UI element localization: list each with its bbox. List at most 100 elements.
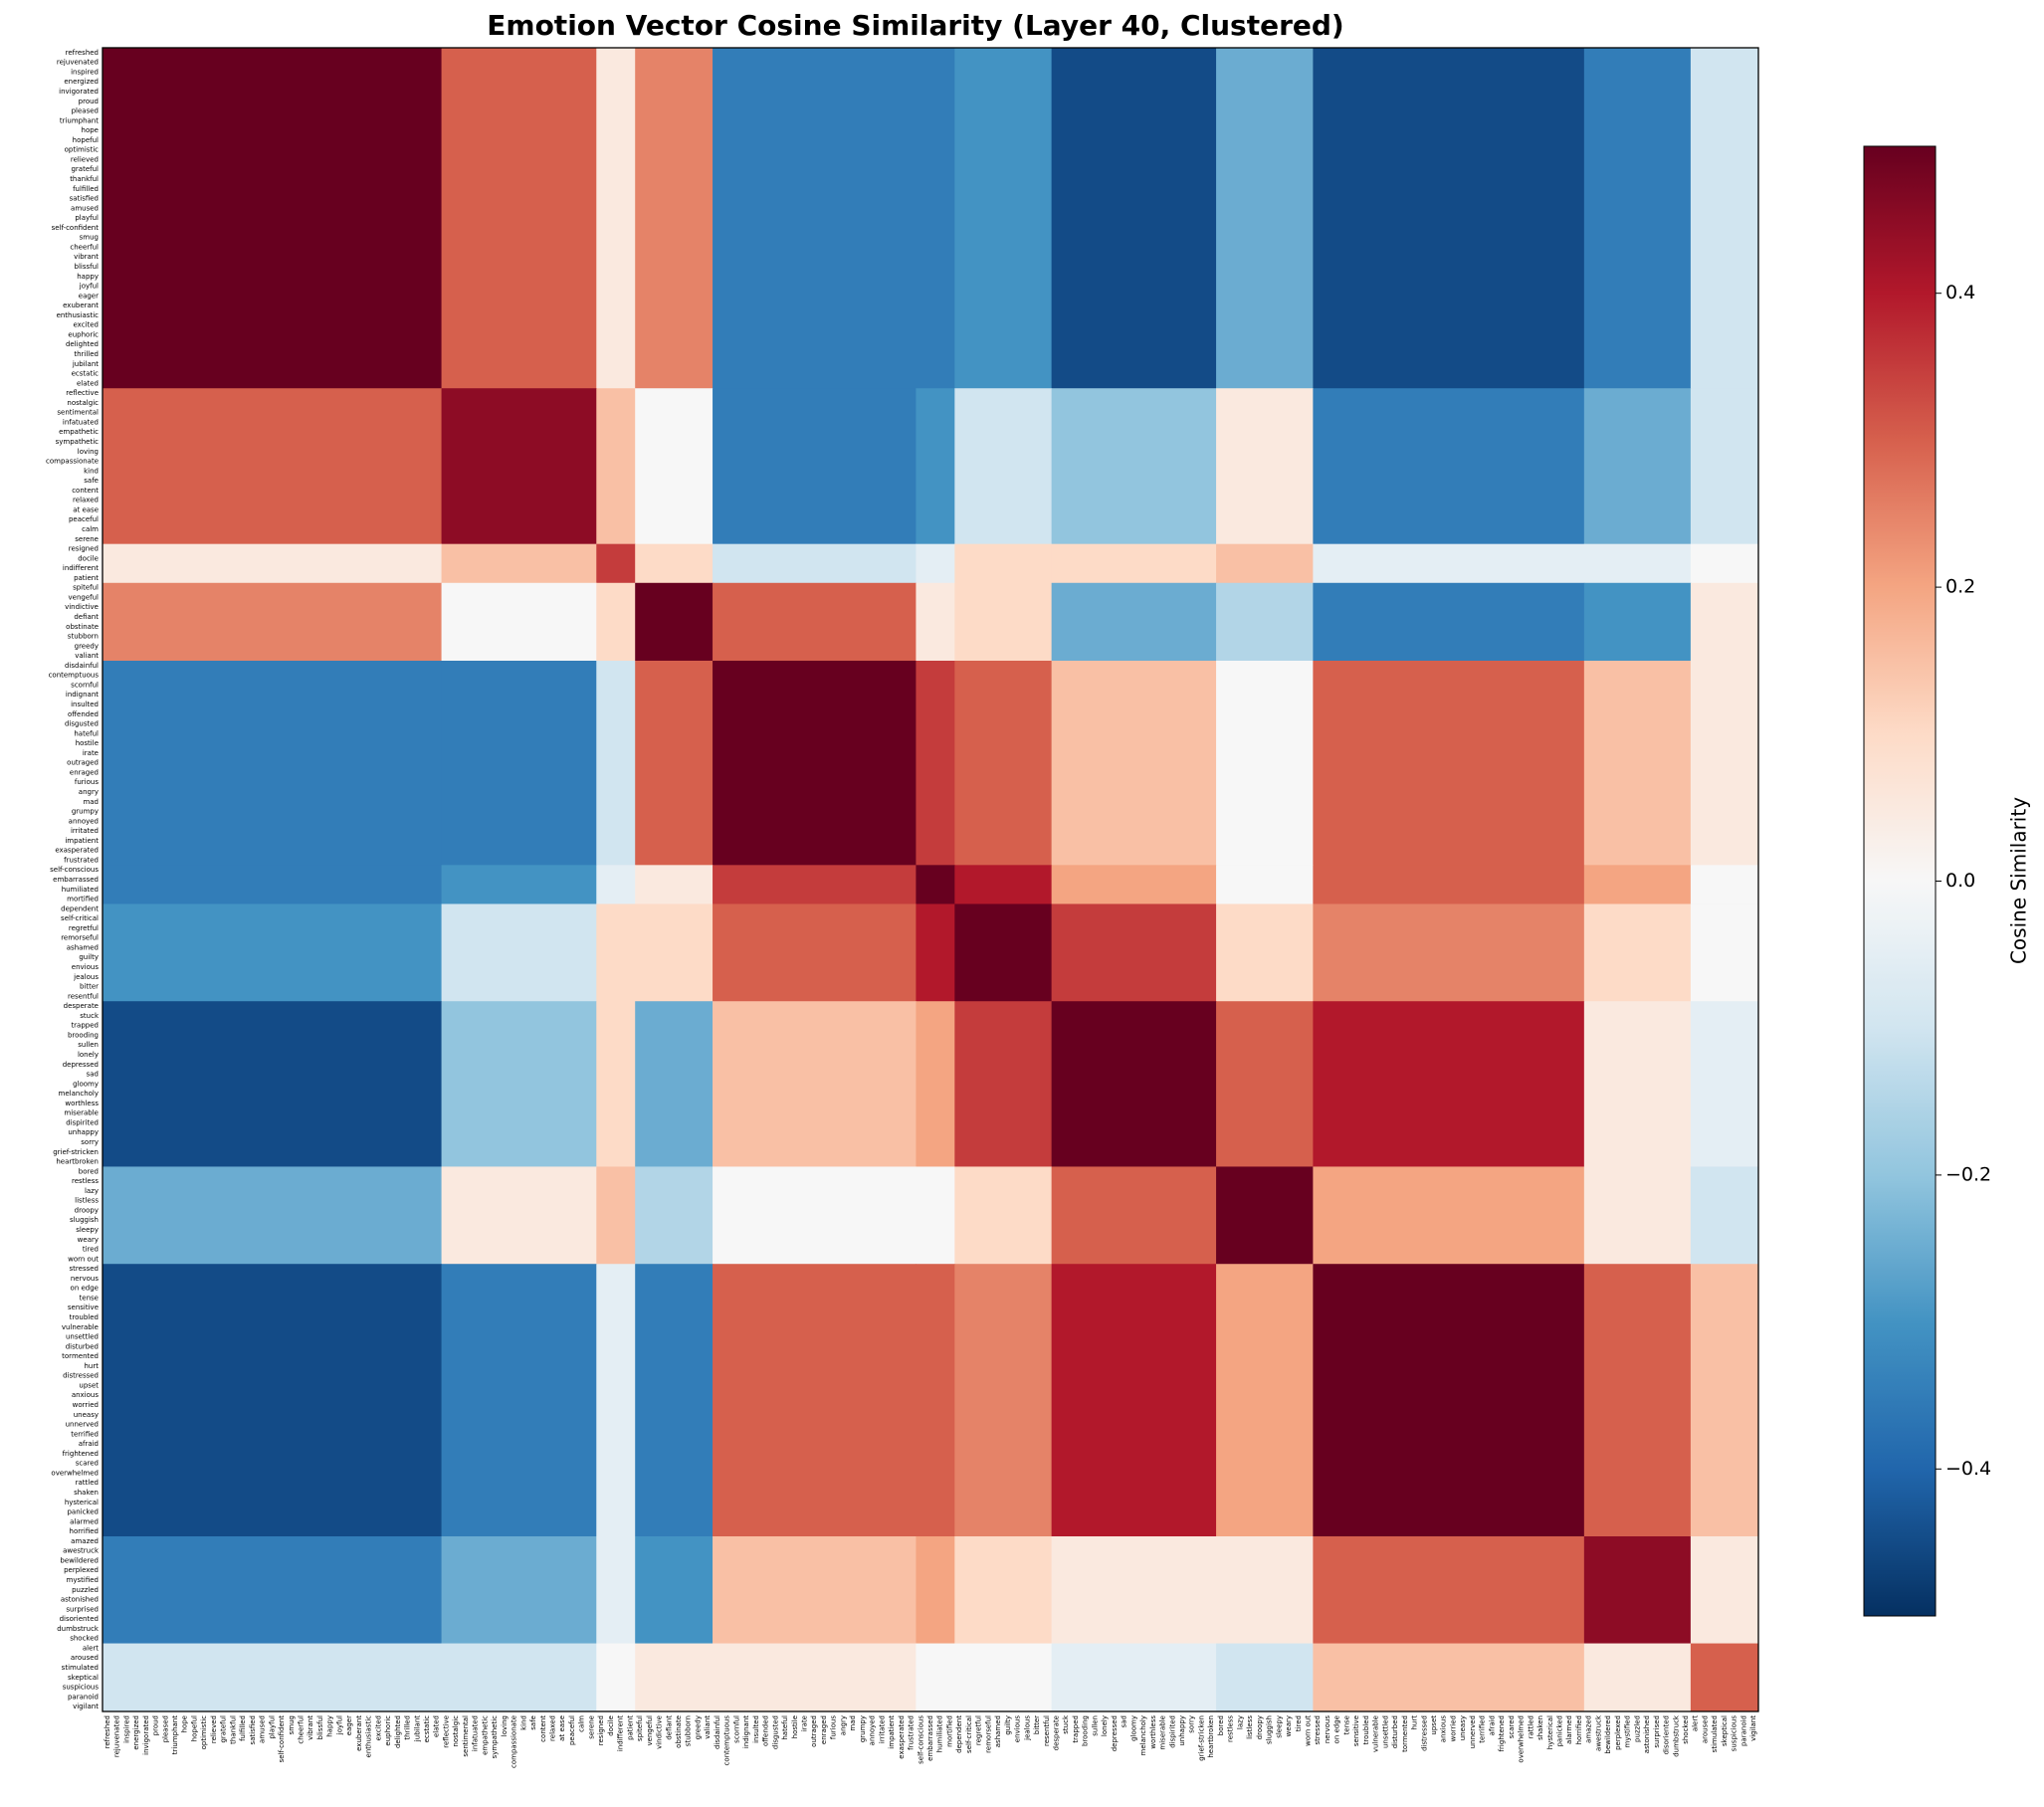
y-tick-label: indignant xyxy=(66,691,99,699)
heatmap-cell xyxy=(954,582,1053,662)
heatmap-cell xyxy=(713,1166,917,1265)
x-tick-label: surprised xyxy=(1653,1715,1661,1748)
x-tick-label: unhappy xyxy=(1178,1715,1186,1746)
heatmap-cell xyxy=(1583,582,1692,662)
x-tick-label: stimulated xyxy=(1711,1715,1719,1752)
heatmap-cell xyxy=(1583,543,1692,584)
heatmap-cell xyxy=(596,904,636,1002)
x-tick-label: nostalgic xyxy=(452,1715,460,1747)
heatmap-cell xyxy=(635,1643,714,1712)
y-tick-label: offended xyxy=(68,710,99,718)
x-tick-label: annoyed xyxy=(869,1715,877,1745)
heatmap-cell xyxy=(916,1264,955,1537)
y-tick-label: elated xyxy=(77,379,99,387)
y-tick-label: safe xyxy=(84,477,99,485)
y-tick-label: upset xyxy=(79,1381,99,1389)
heatmap-cell xyxy=(1583,1536,1692,1645)
heatmap-cell xyxy=(635,582,714,662)
y-tick-label: tormented xyxy=(62,1352,99,1360)
heatmap-cell xyxy=(102,1536,443,1645)
x-tick-label: scared xyxy=(1508,1715,1516,1738)
y-tick-label: disdainful xyxy=(65,662,99,670)
heatmap-cell xyxy=(1313,1643,1585,1712)
y-tick-label: eager xyxy=(79,292,99,300)
y-tick-label: loving xyxy=(78,448,99,456)
heatmap-cell xyxy=(102,543,443,584)
y-tick-label: pleased xyxy=(72,107,99,115)
y-tick-label: listless xyxy=(75,1197,99,1205)
y-tick-label: fulfilled xyxy=(73,185,99,193)
y-tick-label: invigorated xyxy=(59,88,99,96)
y-tick-label: stimulated xyxy=(62,1664,99,1672)
y-tick-label: resigned xyxy=(69,545,99,553)
heatmap-cell xyxy=(102,1264,443,1537)
y-tick-label: cheerful xyxy=(70,243,99,251)
y-tick-label: peaceful xyxy=(69,515,99,523)
x-tick-label: sluggish xyxy=(1266,1715,1274,1744)
heatmap-cell xyxy=(1051,1001,1217,1167)
y-tick-label: defiant xyxy=(74,613,99,621)
y-tick-label: on edge xyxy=(71,1285,99,1293)
x-tick-label: panicked xyxy=(1556,1715,1564,1747)
y-tick-label: nostalgic xyxy=(67,399,99,407)
x-tick-label: vigilant xyxy=(1749,1715,1757,1741)
x-tick-label: trapped xyxy=(1072,1715,1080,1743)
y-tick-label: bored xyxy=(79,1167,99,1175)
x-tick-label: aroused xyxy=(1701,1715,1709,1743)
y-tick-label: annoyed xyxy=(69,817,99,825)
heatmap-cell xyxy=(1216,1001,1314,1167)
x-tick-label: tense xyxy=(1342,1715,1350,1734)
heatmap-cell xyxy=(102,865,443,904)
heatmap-cell xyxy=(1216,48,1314,389)
y-tick-label: sensitive xyxy=(68,1304,99,1311)
y-tick-label: infatuated xyxy=(63,418,99,426)
x-tick-label: shaken xyxy=(1536,1715,1544,1740)
x-tick-label: tired xyxy=(1295,1715,1303,1731)
x-tick-label: excited xyxy=(374,1715,382,1741)
heatmap-cell xyxy=(1583,1643,1692,1712)
y-tick-label: reflective xyxy=(66,389,99,397)
y-tick-label: furious xyxy=(75,778,99,786)
y-tick-label: docile xyxy=(78,554,99,562)
x-tick-label: listless xyxy=(1246,1715,1254,1739)
x-tick-label: frightened xyxy=(1498,1715,1506,1751)
x-tick-label: exasperated xyxy=(898,1715,906,1759)
x-tick-label: peaceful xyxy=(568,1715,576,1745)
x-tick-label: bitter xyxy=(1033,1715,1041,1734)
heatmap-cell xyxy=(1313,388,1585,545)
x-tick-label: insulted xyxy=(752,1715,760,1743)
x-tick-label: sentimental xyxy=(462,1715,470,1757)
y-tick-label: irritated xyxy=(71,827,99,835)
y-tick-label: brooding xyxy=(68,1031,99,1039)
y-tick-label: exasperated xyxy=(55,847,99,855)
y-tick-label: shocked xyxy=(70,1635,99,1643)
y-tick-label: anxious xyxy=(72,1391,100,1399)
x-tick-label: jubilant xyxy=(413,1715,421,1742)
y-tick-label: sullen xyxy=(78,1041,99,1049)
x-tick-label: happy xyxy=(326,1715,334,1737)
y-tick-label: heartbroken xyxy=(56,1158,99,1166)
x-tick-label: greedy xyxy=(694,1715,702,1739)
x-tick-label: alarmed xyxy=(1565,1715,1573,1744)
heatmap-cell xyxy=(596,582,636,662)
x-tick-label: unsettled xyxy=(1381,1715,1389,1748)
y-tick-label: hostile xyxy=(76,739,99,747)
x-tick-label: lazy xyxy=(1236,1715,1244,1729)
x-tick-label: dependent xyxy=(955,1715,963,1753)
heatmap-cell xyxy=(954,543,1053,584)
heatmap-cell xyxy=(635,1264,714,1537)
y-tick-label: disturbed xyxy=(66,1342,99,1350)
x-tick-label: defiant xyxy=(665,1715,673,1740)
x-tick-label: mystified xyxy=(1624,1715,1632,1747)
heatmap-cell xyxy=(1051,582,1217,662)
y-tick-label: outraged xyxy=(67,759,99,767)
heatmap-cell xyxy=(713,48,917,389)
x-tick-label: envious xyxy=(1014,1715,1022,1743)
x-tick-label: suspicious xyxy=(1731,1715,1738,1752)
heatmap-cell xyxy=(596,1001,636,1167)
x-tick-label: melancholy xyxy=(1139,1715,1147,1755)
y-tick-label: panicked xyxy=(67,1508,99,1516)
y-tick-label: melancholy xyxy=(59,1090,99,1098)
y-tick-label: rejuvenated xyxy=(57,59,99,67)
